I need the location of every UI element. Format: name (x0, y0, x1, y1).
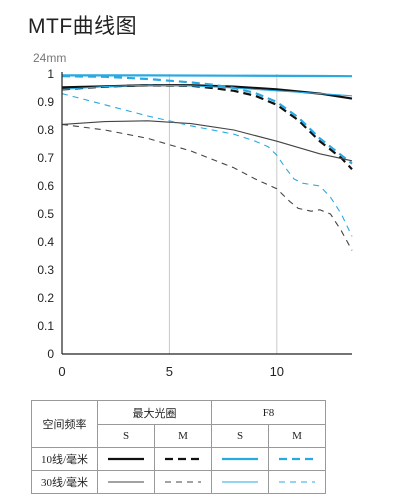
chart-subtitle: 24mm (33, 51, 67, 65)
legend-sample (268, 447, 326, 471)
series-line-8 (61, 93, 353, 237)
legend-m-label: M (154, 424, 212, 448)
series-line-5 (61, 120, 353, 162)
x-tick-label: 10 (270, 364, 284, 379)
y-tick-label: 0.4 (37, 235, 54, 249)
legend-sample (211, 447, 269, 471)
y-tick-label: 0.9 (37, 95, 54, 109)
chart-lines (61, 74, 353, 251)
legend-sample (154, 470, 212, 494)
series-line-7 (61, 84, 353, 97)
y-tick-label: 0.3 (37, 263, 54, 277)
y-tick-label: 0.1 (37, 319, 54, 333)
series-line-4 (61, 75, 353, 165)
y-tick-label: 0 (47, 347, 54, 361)
legend-s-label: S (97, 424, 155, 448)
chart-axes (61, 72, 352, 355)
legend-sample (154, 447, 212, 471)
y-tick-label: 0.5 (37, 207, 54, 221)
x-tick-label: 0 (58, 364, 65, 379)
chart-ticks: 00.10.20.30.40.50.60.70.80.910 5 10 (37, 67, 284, 379)
chart-grid (168, 74, 278, 354)
series-line-3 (62, 74, 353, 78)
series-line-2 (61, 84, 353, 170)
y-tick-label: 0.2 (37, 291, 54, 305)
y-tick-label: 0.6 (37, 179, 54, 193)
y-tick-label: 1 (47, 67, 54, 81)
legend-row-30: 30线/毫米 (31, 470, 98, 494)
series-line-6 (61, 123, 353, 251)
legend-table: 空间频率 最大光圈 F8 S M S M 10线/毫米 30线/毫米 (31, 400, 326, 494)
legend-row-10: 10线/毫米 (31, 447, 98, 471)
legend-sample (268, 470, 326, 494)
mtf-chart: 00.10.20.30.40.50.60.70.80.910 5 10 (37, 67, 353, 379)
legend-m-label: M (268, 424, 326, 448)
chart-title: MTF曲线图 (28, 15, 138, 38)
x-tick-label: 5 (166, 364, 173, 379)
legend-sample (97, 470, 155, 494)
legend-col-label: 空间频率 (31, 400, 98, 448)
y-tick-label: 0.7 (37, 151, 54, 165)
legend-group-max-aperture: 最大光圈 (97, 400, 212, 425)
legend-sample (97, 447, 155, 471)
legend-group-f8: F8 (211, 400, 326, 425)
legend-sample (211, 470, 269, 494)
y-tick-label: 0.8 (37, 123, 54, 137)
legend-s-label: S (211, 424, 269, 448)
